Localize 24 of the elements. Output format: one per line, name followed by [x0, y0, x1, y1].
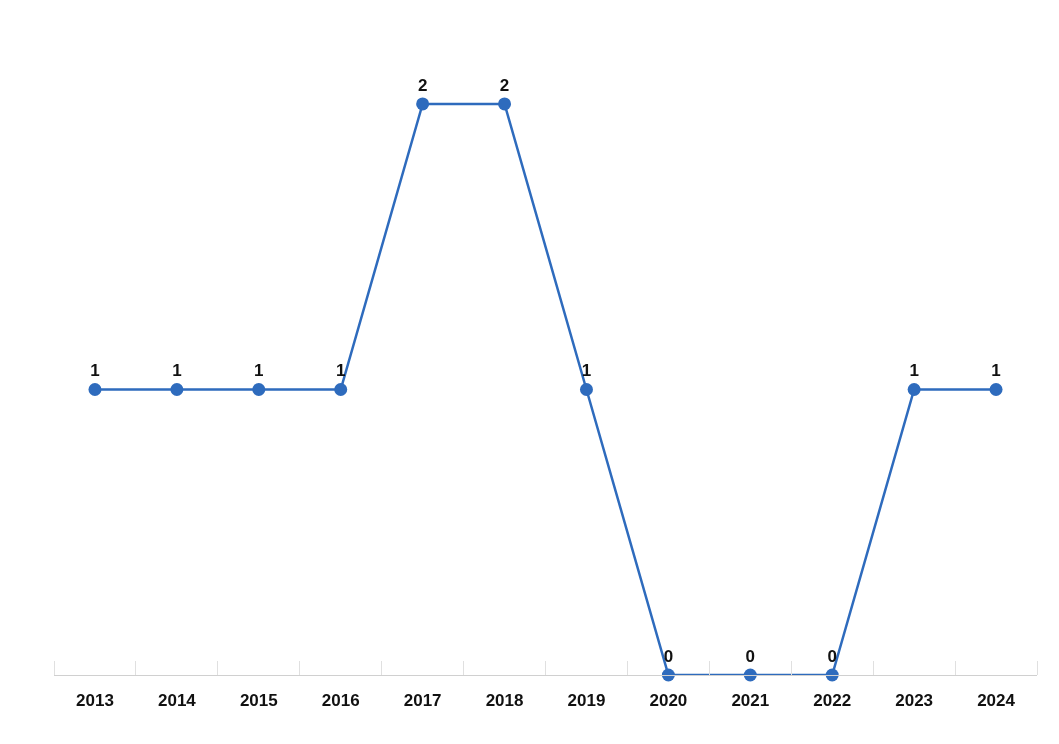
data-label: 2 [499, 75, 510, 95]
data-label: 1 [909, 361, 919, 381]
data-label: 1 [581, 361, 592, 381]
data-label: 1 [90, 361, 100, 381]
data-label: 0 [827, 646, 837, 666]
x-tick-label: 2017 [403, 691, 442, 711]
x-tick-label: 2024 [977, 691, 1016, 711]
x-tick-label: 2018 [485, 691, 524, 711]
x-tick-label: 2021 [731, 691, 770, 711]
x-tick-label: 2019 [567, 691, 606, 711]
data-label: 1 [991, 361, 1001, 381]
x-tick-label: 2020 [649, 691, 688, 711]
x-tick-label: 2023 [895, 691, 934, 711]
data-label: 1 [254, 361, 264, 381]
data-label: 1 [172, 361, 182, 381]
data-label: 0 [745, 646, 756, 666]
data-label: 0 [663, 646, 674, 666]
data-label: 2 [417, 75, 428, 95]
x-tick-label: 2013 [76, 691, 114, 711]
x-tick-label: 2022 [813, 691, 852, 711]
x-tick-label: 2016 [321, 691, 360, 711]
x-tick-label: 2014 [157, 691, 197, 711]
x-tick-label: 2015 [239, 691, 278, 711]
data-label: 1 [335, 361, 346, 381]
